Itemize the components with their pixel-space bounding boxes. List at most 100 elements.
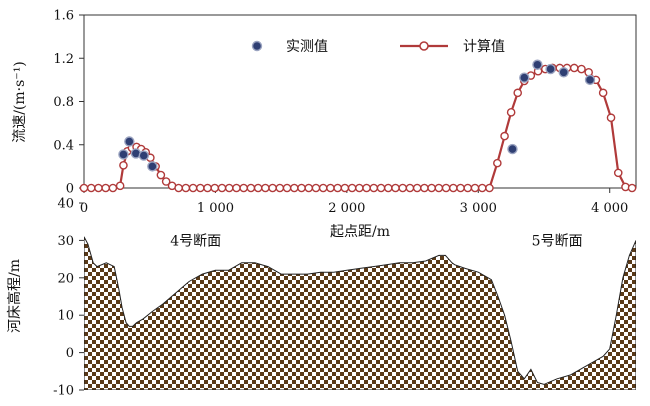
legend-measured-label: 实测值 xyxy=(286,39,328,55)
calc-point xyxy=(500,131,509,141)
velocity-x-ticks: 0 1 000 2 000 3 000 4 000 xyxy=(80,188,628,216)
velocity-x-tick-label: 0 xyxy=(80,201,88,216)
calc-point xyxy=(94,183,103,193)
calc-series-markers xyxy=(79,63,637,193)
velocity-x-tick-label: 1 000 xyxy=(197,201,234,216)
calc-point xyxy=(181,183,191,193)
calc-point xyxy=(493,158,502,168)
calc-point xyxy=(398,183,408,193)
calc-point xyxy=(355,183,364,193)
calc-point xyxy=(613,168,623,178)
calc-point xyxy=(485,183,494,193)
riverbed-area xyxy=(84,236,636,390)
calc-point xyxy=(275,183,285,193)
calc-point xyxy=(420,183,429,193)
calc-point xyxy=(577,64,586,74)
calc-point xyxy=(188,183,198,193)
measured-point xyxy=(545,63,556,75)
riverbed-y-tick-label: 20 xyxy=(57,271,74,286)
velocity-y-tick-label: 1.2 xyxy=(53,52,74,67)
calc-point xyxy=(297,183,306,193)
velocity-x-tick-label: 3 000 xyxy=(460,201,497,216)
calc-point xyxy=(108,183,118,193)
calc-point xyxy=(606,113,616,123)
calc-point xyxy=(253,183,263,193)
measured-point xyxy=(118,149,129,160)
legend-calc-marker xyxy=(419,41,429,51)
calc-point xyxy=(383,183,393,193)
measured-series-markers xyxy=(118,59,596,172)
section-4-label: 4号断面 xyxy=(170,233,221,249)
calc-series-line xyxy=(84,66,633,190)
calc-point xyxy=(174,183,183,193)
calc-point xyxy=(340,183,350,193)
calc-point xyxy=(203,183,212,193)
calc-point xyxy=(79,183,89,193)
riverbed-y-tick-label: -10 xyxy=(53,384,74,399)
velocity-y-ticks: 0 0.4 0.8 1.2 1.6 xyxy=(53,9,84,197)
calc-point xyxy=(362,183,371,193)
measured-point xyxy=(532,59,543,70)
legend-calc-label: 计算值 xyxy=(463,39,505,55)
calc-point xyxy=(369,183,379,193)
velocity-x-tick-label: 2 000 xyxy=(328,201,365,216)
calc-point xyxy=(477,183,487,193)
measured-point xyxy=(138,150,150,161)
velocity-y-tick-label: 0.4 xyxy=(53,138,74,153)
calc-point xyxy=(86,183,96,193)
riverbed-chart: -10 0 10 20 30 40 河床高程/m 4号断面 5号断面 xyxy=(6,197,636,399)
calc-point xyxy=(449,183,458,193)
measured-point xyxy=(558,67,569,78)
calc-point xyxy=(101,183,110,193)
calc-point xyxy=(115,181,125,191)
calc-point xyxy=(405,183,415,193)
calc-point xyxy=(441,183,451,193)
riverbed-y-tick-label: 10 xyxy=(57,309,74,324)
measured-point xyxy=(507,143,518,155)
measured-point xyxy=(519,72,530,83)
riverbed-y-tick-label: 40 xyxy=(57,197,74,212)
calc-point xyxy=(376,183,386,193)
calc-point xyxy=(333,183,342,193)
calc-point xyxy=(304,183,314,193)
calc-point xyxy=(391,183,400,193)
calc-point xyxy=(261,183,270,193)
calc-point xyxy=(506,108,516,117)
calc-point xyxy=(627,183,637,193)
riverbed-y-ticks: -10 0 10 20 30 40 xyxy=(53,197,84,399)
calc-point xyxy=(456,183,465,193)
legend-measured-marker xyxy=(251,40,263,52)
calc-point xyxy=(239,183,248,193)
calc-point xyxy=(326,183,335,193)
velocity-x-tick-label: 4 000 xyxy=(591,201,628,216)
calc-point xyxy=(246,183,256,193)
calc-point xyxy=(470,183,480,193)
section-5-label: 5号断面 xyxy=(532,233,583,249)
measured-point xyxy=(584,74,596,86)
calc-point xyxy=(412,183,422,193)
calc-point xyxy=(427,183,436,193)
calc-point xyxy=(268,183,277,193)
calc-point xyxy=(196,183,205,193)
calc-point xyxy=(318,183,328,193)
calc-point xyxy=(311,183,321,193)
calc-point xyxy=(513,88,523,98)
velocity-y-tick-label: 0 xyxy=(66,182,74,197)
calc-point xyxy=(119,160,128,170)
velocity-plot-frame xyxy=(83,14,637,189)
calc-point xyxy=(232,183,241,193)
velocity-chart: 0 0.4 0.8 1.2 1.6 0 1 000 2 000 3 000 4 000 流速/(… xyxy=(12,9,637,240)
calc-point xyxy=(156,170,166,180)
calc-point xyxy=(347,183,357,193)
calc-point xyxy=(463,183,473,193)
calc-point xyxy=(224,183,234,193)
calc-point xyxy=(282,183,292,193)
riverbed-y-axis-label: 河床高程/m xyxy=(6,259,23,333)
riverbed-y-tick-label: 30 xyxy=(57,234,74,249)
calc-point xyxy=(289,183,299,193)
measured-point xyxy=(147,161,158,172)
legend: 实测值 计算值 xyxy=(251,39,505,55)
velocity-y-tick-label: 0.8 xyxy=(53,95,74,110)
calc-point xyxy=(434,183,444,193)
calc-point xyxy=(210,183,220,193)
